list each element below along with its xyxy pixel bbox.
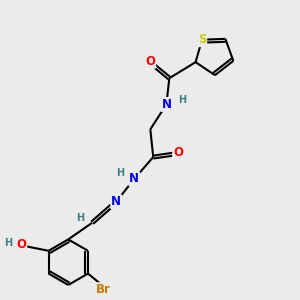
Text: N: N	[129, 172, 139, 185]
Text: H: H	[76, 212, 84, 223]
Text: O: O	[145, 55, 155, 68]
Text: Br: Br	[96, 283, 111, 296]
Text: N: N	[111, 195, 121, 208]
Text: O: O	[16, 238, 26, 251]
Text: H: H	[116, 167, 124, 178]
Text: O: O	[173, 146, 183, 159]
Text: S: S	[198, 33, 206, 46]
Text: H: H	[178, 95, 187, 105]
Text: H: H	[4, 238, 13, 248]
Text: N: N	[161, 98, 171, 111]
